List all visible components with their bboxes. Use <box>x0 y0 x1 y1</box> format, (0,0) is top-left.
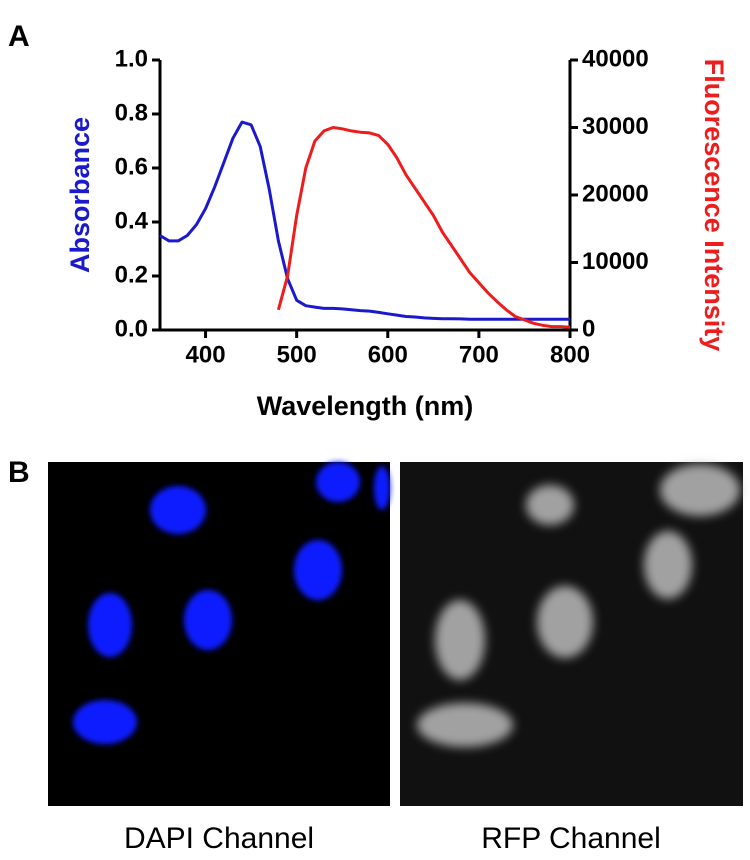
y2-tick-label: 10000 <box>582 248 649 275</box>
y2-tick-label: 40000 <box>582 45 649 72</box>
panel-label: A <box>8 20 30 53</box>
x-tick-label: 700 <box>459 341 499 368</box>
image-caption: RFP Channel <box>481 822 661 855</box>
image-caption: DAPI Channel <box>124 822 314 855</box>
x-tick-label: 600 <box>368 341 408 368</box>
panel-label: B <box>8 456 30 489</box>
y2-tick-label: 0 <box>582 315 595 342</box>
y-tick-label: 0.6 <box>115 153 148 180</box>
chart: 0.0 0.2 0.4 0.6 0.8 1.0 0 10000 20000 30000 40000 4… <box>65 45 729 421</box>
x-tick-label: 800 <box>550 341 590 368</box>
y-tick-label: 0.4 <box>115 207 149 234</box>
dapi-image <box>48 462 390 806</box>
y2-tick-label: 30000 <box>582 113 649 140</box>
x-tick-label: 400 <box>186 341 226 368</box>
y-tick-label: 0.8 <box>115 99 148 126</box>
y-tick-label: 0.0 <box>115 315 148 342</box>
y2-axis-label: Fluorescence Intensity <box>699 59 729 352</box>
y-tick-label: 1.0 <box>115 45 148 72</box>
y-tick-label: 0.2 <box>115 261 148 288</box>
x-tick-label: 500 <box>277 341 317 368</box>
y-axis-label: Absorbance <box>65 117 95 273</box>
x-axis-label: Wavelength (nm) <box>257 391 474 421</box>
series-line <box>159 120 570 321</box>
y2-tick-label: 20000 <box>582 180 649 207</box>
series-line <box>276 126 571 329</box>
rfp-image <box>400 462 743 806</box>
